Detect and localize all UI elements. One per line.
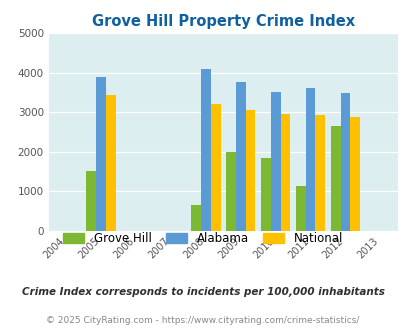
Bar — [226, 152, 235, 231]
Bar — [350, 117, 359, 231]
Bar — [210, 104, 220, 231]
Bar — [200, 69, 210, 231]
Bar — [280, 114, 290, 231]
Bar — [340, 93, 350, 231]
Bar — [330, 126, 340, 231]
Legend: Grove Hill, Alabama, National: Grove Hill, Alabama, National — [58, 227, 347, 250]
Bar — [260, 158, 270, 231]
Bar — [245, 110, 255, 231]
Text: Crime Index corresponds to incidents per 100,000 inhabitants: Crime Index corresponds to incidents per… — [21, 287, 384, 297]
Bar — [96, 77, 106, 231]
Text: © 2025 CityRating.com - https://www.cityrating.com/crime-statistics/: © 2025 CityRating.com - https://www.city… — [46, 315, 359, 325]
Bar — [106, 95, 115, 231]
Bar — [86, 171, 96, 231]
Bar — [295, 186, 305, 231]
Bar — [270, 92, 280, 231]
Title: Grove Hill Property Crime Index: Grove Hill Property Crime Index — [92, 14, 354, 29]
Bar — [191, 205, 200, 231]
Bar — [305, 88, 315, 231]
Bar — [315, 115, 324, 231]
Bar — [235, 82, 245, 231]
